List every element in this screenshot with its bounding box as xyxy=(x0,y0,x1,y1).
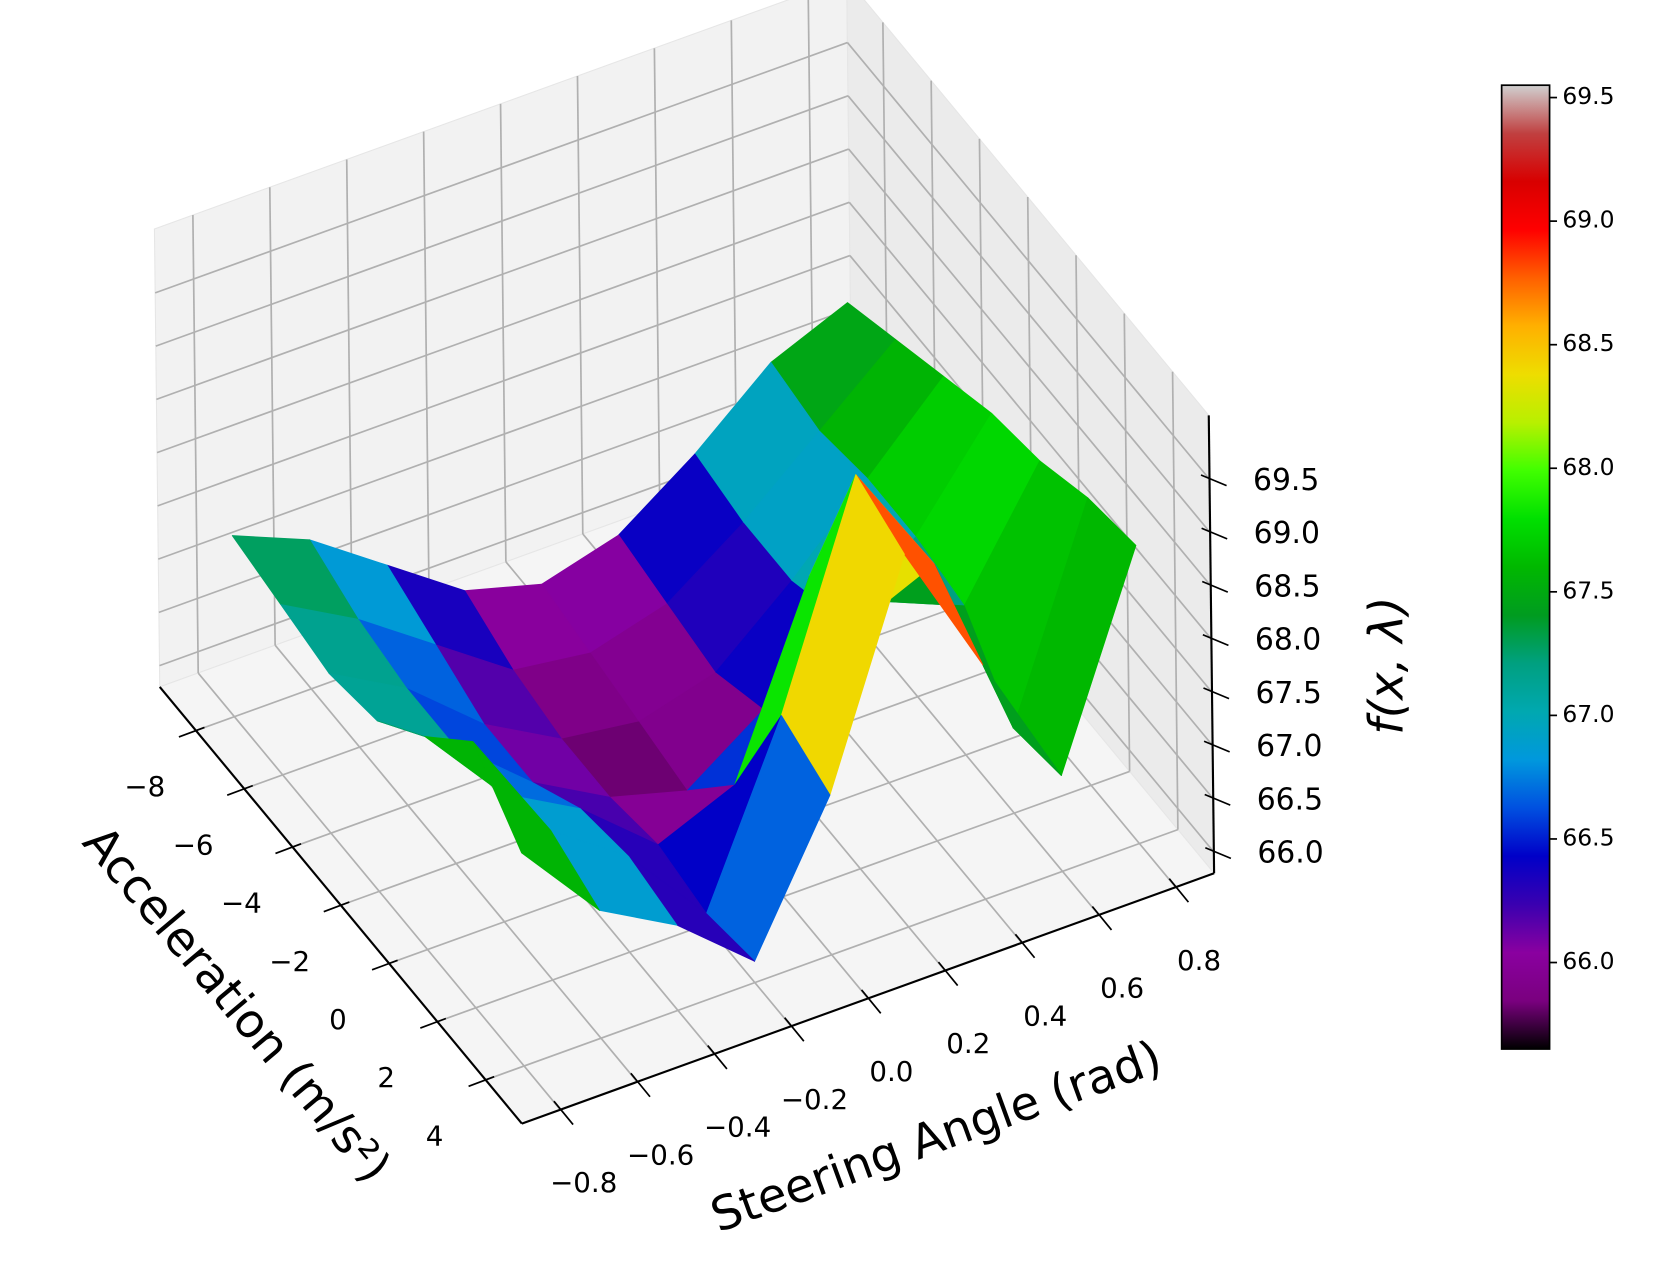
z-tick xyxy=(1200,474,1227,487)
colorbar-tick-label: 67.0 xyxy=(1562,700,1614,728)
y-tick xyxy=(1091,905,1113,931)
z-tick-label: 66.0 xyxy=(1257,836,1323,871)
grid-line xyxy=(156,148,849,401)
y-tick xyxy=(1014,933,1036,959)
grid-line xyxy=(653,48,661,507)
y-tick xyxy=(1168,878,1190,903)
colorbar-tick-label: 66.5 xyxy=(1562,823,1614,851)
grid-line xyxy=(197,672,561,1111)
x-tick xyxy=(468,1075,495,1088)
z-tick-label: 69.5 xyxy=(1253,463,1319,498)
plot-area: −8−6−4−2 024 −0.8 −0.6 −0.4 −0.2 0.0 0.2 0.4 0.6 0… xyxy=(72,0,1615,1244)
y-tick-label: −0.6 xyxy=(627,1138,694,1171)
z-tick xyxy=(1204,793,1231,806)
y-tick xyxy=(937,961,959,987)
y-tick xyxy=(860,989,882,1014)
x-tick xyxy=(371,959,398,971)
axis-line xyxy=(1207,415,1216,874)
y-tick-label: 0.4 xyxy=(1023,999,1067,1032)
surface-patch xyxy=(472,741,600,911)
x-tick-label: −8 xyxy=(124,770,165,803)
z-tick-label: 69.0 xyxy=(1254,516,1320,551)
y-tick xyxy=(707,1044,728,1070)
grid-line xyxy=(847,95,1211,534)
grid-line xyxy=(192,215,200,674)
y-axis-label: Steering Angle (rad) xyxy=(704,1031,1169,1244)
y-tick-label: 0.0 xyxy=(869,1055,913,1088)
grid-line xyxy=(345,159,353,618)
grid-line xyxy=(576,76,584,534)
y-tick xyxy=(553,1100,574,1126)
z-tick-label: 67.5 xyxy=(1255,676,1321,711)
grid-line xyxy=(155,95,849,347)
y-tick xyxy=(630,1072,651,1098)
z-tick-label: 68.0 xyxy=(1255,623,1321,658)
z-tick-label: 66.5 xyxy=(1257,782,1323,817)
x-tick-label: 0 xyxy=(329,1003,347,1036)
grid-line xyxy=(848,201,1213,640)
x-tick-label: −6 xyxy=(173,828,214,861)
grid-line xyxy=(730,20,738,479)
grid-line xyxy=(157,254,851,507)
z-tick-label: 68.5 xyxy=(1254,569,1320,604)
colorbar-tick-label: 67.5 xyxy=(1562,576,1614,604)
grid-line xyxy=(1171,371,1179,830)
z-tick xyxy=(1203,740,1230,753)
colorbar-tick-label: 69.0 xyxy=(1562,206,1614,234)
y-tick-label: −0.4 xyxy=(704,1111,771,1144)
colorbar-tick-label: 68.5 xyxy=(1562,329,1614,357)
colorbar-tick-label: 68.0 xyxy=(1562,453,1614,481)
grid-line xyxy=(422,131,430,590)
y-tick-label: 0.8 xyxy=(1177,944,1221,977)
x-tick xyxy=(226,784,254,796)
x-tick-label: −2 xyxy=(269,945,310,978)
colorbar xyxy=(1500,84,1551,1050)
grid-line xyxy=(157,308,851,560)
z-tick-label: 67.0 xyxy=(1256,729,1322,764)
y-tick xyxy=(784,1017,805,1042)
z-tick xyxy=(1201,580,1229,593)
x-tick xyxy=(323,901,350,913)
x-tick xyxy=(275,843,302,855)
colorbar-tick-label: 66.0 xyxy=(1562,947,1614,975)
colorbar-tick-label: 69.5 xyxy=(1562,82,1614,110)
y-tick-label: −0.2 xyxy=(781,1083,848,1116)
z-axis-label: f(x, λ) xyxy=(1360,596,1414,734)
x-tick xyxy=(420,1017,447,1029)
z-tick xyxy=(1203,687,1230,700)
grid-line xyxy=(156,201,850,454)
z-tick xyxy=(1205,846,1232,860)
z-tick xyxy=(1201,527,1228,540)
grid-line xyxy=(846,42,1211,480)
y-tick-label: 0.6 xyxy=(1100,972,1144,1005)
grid-line xyxy=(274,644,638,1083)
grid-line xyxy=(154,41,848,294)
x-tick-label: −4 xyxy=(221,887,262,920)
z-tick xyxy=(1202,633,1229,647)
x-tick-label: 4 xyxy=(426,1119,444,1152)
x-tick xyxy=(178,726,205,738)
y-tick-label: −0.8 xyxy=(550,1166,617,1199)
x-tick-label: 2 xyxy=(377,1061,395,1094)
grid-line xyxy=(499,103,507,562)
y-tick-label: 0.2 xyxy=(946,1027,990,1060)
grid-line xyxy=(848,148,1212,587)
